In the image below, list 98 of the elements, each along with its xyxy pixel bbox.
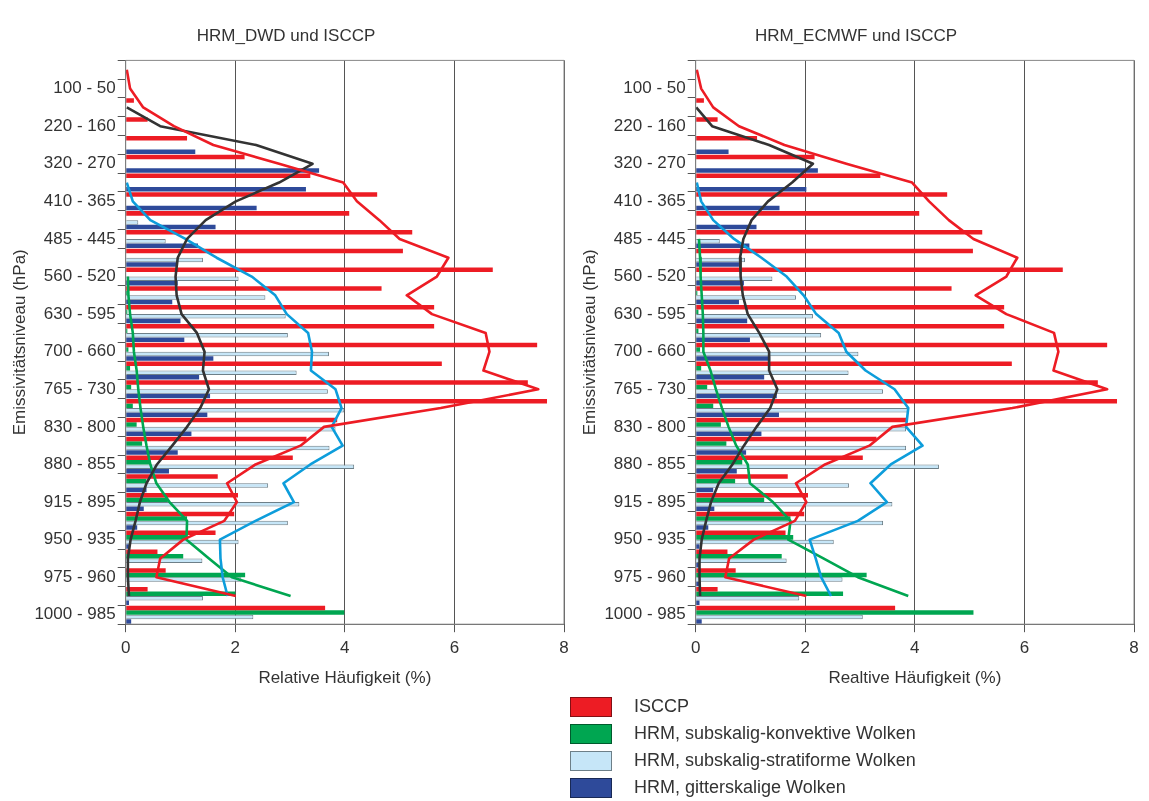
y-tick-label: 880 - 855: [43, 454, 116, 474]
bar: [126, 474, 218, 479]
y-tick-label: 915 - 895: [43, 491, 116, 511]
y-tick-label: 975 - 960: [43, 566, 116, 586]
x-tick-label: 2: [800, 638, 810, 658]
y-tick-label: 1000 - 985: [34, 604, 116, 624]
bar: [126, 610, 345, 615]
bar: [696, 187, 807, 192]
y-tick-label: 630 - 595: [43, 303, 116, 323]
bar: [696, 168, 818, 173]
x-tick-label: 8: [559, 638, 569, 658]
bar: [126, 262, 178, 267]
x-tick-label: 6: [1019, 638, 1030, 658]
chart-title: HRM_ECMWF und ISCCP: [754, 25, 958, 45]
bar: [126, 549, 158, 554]
bar: [126, 600, 129, 606]
y-tick-label: 560 - 520: [613, 266, 686, 286]
x-tick-label: 0: [120, 638, 131, 658]
y-tick-label: 485 - 445: [43, 228, 116, 248]
bar: [696, 149, 729, 154]
bar: [696, 450, 747, 455]
y-tick-label: 1000 - 985: [604, 604, 686, 624]
y-tick-label: 700 - 660: [613, 341, 686, 361]
y-tick-label: 950 - 935: [43, 529, 116, 549]
y-tick-label: 830 - 800: [613, 416, 686, 436]
bar: [126, 149, 196, 154]
bar: [696, 365, 702, 371]
x-axis-title: Realtive Häufigkeit (%): [828, 668, 1002, 688]
y-tick-label: 975 - 960: [613, 566, 686, 586]
bar: [126, 286, 382, 291]
y-tick-label: 320 - 270: [613, 153, 686, 173]
y-tick-label: 410 - 365: [613, 191, 686, 211]
bar: [696, 286, 952, 291]
chart-title: HRM_DWD und ISCCP: [196, 25, 376, 45]
legend-label: HRM, subskalig-stratiforme Wolken: [634, 750, 916, 771]
bar: [126, 281, 178, 286]
y-tick-label: 410 - 365: [43, 191, 116, 211]
bar: [126, 384, 132, 390]
bar: [126, 211, 350, 216]
y-tick-label: 880 - 855: [613, 454, 686, 474]
y-tick-label: 830 - 800: [43, 416, 116, 436]
bar: [126, 168, 320, 173]
bar: [696, 337, 750, 342]
bar: [126, 422, 137, 427]
y-tick-label: 320 - 270: [43, 153, 116, 173]
y-tick-label: 100 - 50: [623, 78, 686, 98]
bar: [696, 361, 1012, 366]
y-tick-label: 950 - 935: [613, 529, 686, 549]
bar: [126, 187, 306, 192]
bar: [126, 441, 143, 446]
bar: [696, 211, 920, 216]
legend-label: ISCCP: [634, 696, 690, 717]
legend-label: HRM, subskalig-konvektive Wolken: [634, 723, 916, 744]
bar: [126, 375, 200, 380]
bar: [126, 243, 199, 248]
bar: [696, 549, 728, 554]
bar: [696, 610, 974, 615]
bar: [126, 361, 442, 366]
x-tick-label: 6: [449, 638, 460, 658]
y-tick-label: 100 - 50: [53, 78, 116, 98]
bar: [126, 337, 185, 342]
bar: [696, 619, 702, 624]
x-tick-label: 2: [230, 638, 240, 658]
bar: [126, 619, 132, 624]
bar: [696, 356, 771, 361]
y-tick-label: 560 - 520: [43, 266, 116, 286]
y-tick-label: 485 - 445: [613, 228, 686, 248]
bar: [696, 441, 727, 446]
bar: [696, 544, 700, 549]
bar: [696, 600, 700, 606]
bar: [696, 586, 718, 592]
bar: [696, 375, 765, 380]
x-tick-label: 0: [690, 638, 701, 658]
bar: [696, 431, 762, 436]
bar: [696, 328, 699, 333]
y-tick-label: 630 - 595: [613, 303, 686, 323]
bar: [126, 431, 192, 436]
y-tick-label: 220 - 160: [613, 115, 686, 135]
x-axis-title: Relative Häufigkeit (%): [258, 668, 432, 688]
bar: [696, 347, 701, 352]
y-tick-label: 700 - 660: [43, 341, 116, 361]
x-tick-label: 4: [340, 638, 350, 658]
bar: [696, 474, 788, 479]
bar: [696, 98, 704, 103]
bar: [696, 262, 739, 267]
bar: [126, 347, 129, 352]
y-tick-label: 915 - 895: [613, 491, 686, 511]
bar: [126, 403, 133, 409]
x-tick-label: 4: [910, 638, 920, 658]
y-axis-title: Emissivitätsniveau (hPa): [9, 249, 29, 436]
legend-label: HRM, gitterskalige Wolken: [634, 777, 846, 798]
y-tick-label: 220 - 160: [43, 115, 116, 135]
y-tick-label: 765 - 730: [613, 378, 686, 398]
bar: [696, 422, 721, 427]
y-axis-title: Emissivitätsniveau (hPa): [579, 249, 599, 436]
y-tick-label: 765 - 730: [43, 378, 116, 398]
bar: [126, 356, 214, 361]
x-tick-label: 8: [1129, 638, 1139, 658]
